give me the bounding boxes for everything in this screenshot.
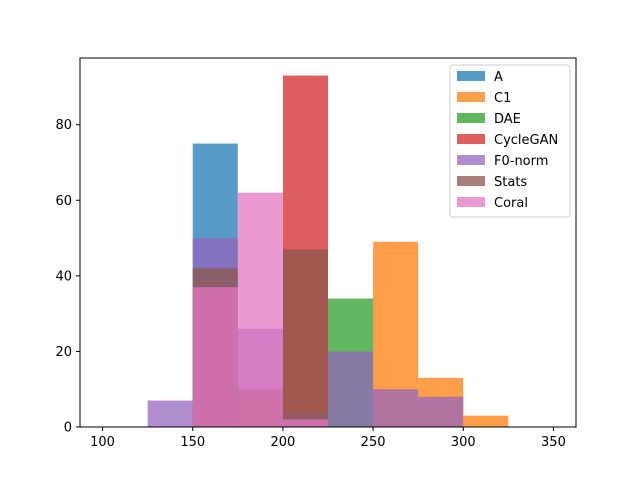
bar-coral-2: [237, 192, 283, 427]
legend-label: A: [494, 70, 503, 85]
legend-label: F0-norm: [494, 154, 548, 169]
axes-frame: [79, 57, 577, 428]
y-axis-ticks: 0 20 40 60 80: [55, 118, 80, 436]
y-tick-label: 80: [55, 118, 72, 133]
bar-coral-1: [192, 287, 238, 427]
bar-f0-norm-4: [328, 351, 374, 427]
legend-label: DAE: [494, 112, 521, 127]
bars-layer: [147, 75, 509, 428]
legend-swatch: [457, 71, 485, 81]
bar-stats-3: [282, 249, 328, 427]
x-tick-label: 200: [270, 435, 295, 450]
bar-f0-norm-0: [147, 400, 193, 427]
legend: A C1 DAE CycleGAN F0-norm Stats Coral: [449, 64, 571, 218]
x-tick-label: 250: [361, 435, 386, 450]
x-tick-label: 150: [180, 435, 205, 450]
legend-swatch: [457, 197, 485, 207]
x-tick-label: 300: [451, 435, 476, 450]
legend-swatch: [457, 155, 485, 165]
y-tick-label: 0: [64, 421, 72, 436]
legend-swatch: [457, 92, 485, 102]
legend-label: Coral: [494, 196, 528, 211]
legend-label: CycleGAN: [494, 133, 558, 148]
legend-swatch: [457, 176, 485, 186]
y-tick-label: 40: [55, 269, 72, 284]
x-tick-label: 100: [90, 435, 115, 450]
y-tick-label: 20: [55, 345, 72, 360]
bar-f0-norm-6: [418, 396, 464, 427]
x-tick-label: 350: [541, 435, 566, 450]
legend-label: C1: [494, 91, 511, 106]
bar-coral-3: [282, 419, 328, 427]
bar-f0-norm-5: [373, 389, 419, 427]
y-tick-label: 60: [55, 194, 72, 209]
legend-swatch: [457, 134, 485, 144]
legend-label: Stats: [494, 175, 527, 190]
legend-swatch: [457, 113, 485, 123]
bar-c1-7: [463, 415, 509, 427]
x-axis-ticks: 100 150 200 250 300 350: [90, 427, 566, 450]
